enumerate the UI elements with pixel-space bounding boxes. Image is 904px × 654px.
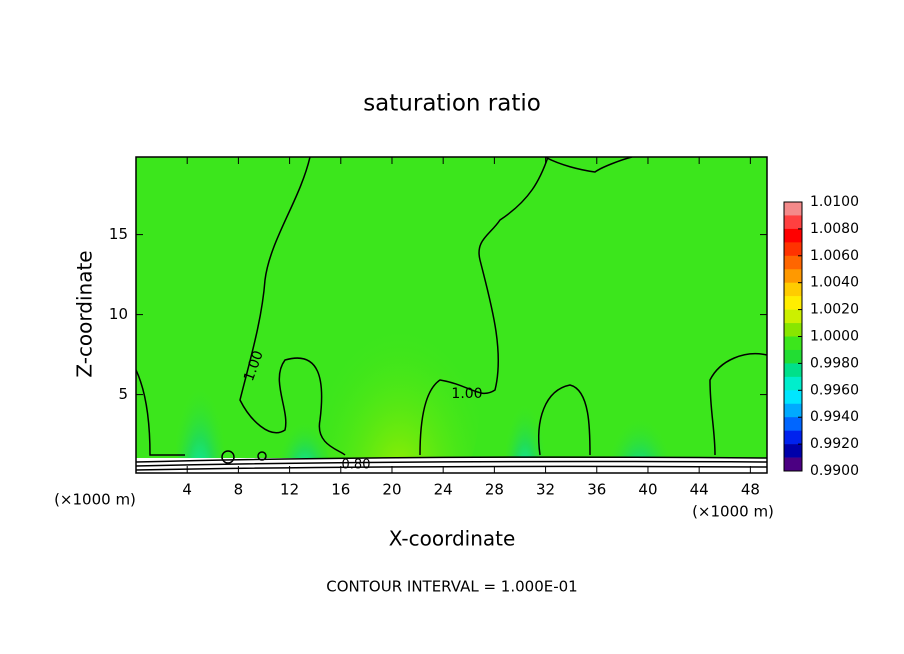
colorbar-label: 0.9960 [810, 382, 859, 398]
colorbar-label: 0.9940 [810, 409, 859, 425]
colorbar-band [784, 215, 802, 230]
contour-label: 1.00 [451, 386, 482, 402]
x-tick-label: 16 [331, 481, 350, 499]
colorbar-label: 1.0060 [810, 248, 859, 264]
colorbar-label: 0.9920 [810, 436, 859, 452]
contour-label: 0.80 [342, 458, 371, 473]
colorbar-label: 1.0020 [810, 302, 859, 318]
colorbar-band [784, 336, 802, 351]
colorbar-label: 0.9900 [810, 463, 859, 479]
x-tick-label: 24 [434, 481, 453, 499]
colorbar-band [784, 376, 802, 391]
x-tick-label: 12 [280, 481, 299, 499]
x-tick-label: 36 [587, 481, 606, 499]
colorbar-band [784, 228, 802, 243]
y-tick-label: 10 [109, 305, 128, 323]
colorbar-band [784, 457, 802, 472]
colorbar-band [784, 269, 802, 283]
colorbar-band [784, 390, 802, 405]
colorbar-band [784, 323, 802, 337]
colorbar-band [784, 309, 802, 324]
colorbar-band [784, 242, 802, 257]
colorbar-band [784, 430, 802, 445]
colorbar-band [784, 363, 802, 378]
colorbar-band [784, 403, 802, 418]
x-tick-label: 44 [690, 481, 709, 499]
colorbar-band [784, 444, 802, 458]
x-tick-label: 4 [182, 481, 192, 499]
colorbar-label: 1.0100 [810, 194, 859, 210]
x-unit-label: (×1000 m) [692, 503, 774, 521]
y-tick-label: 5 [118, 385, 128, 403]
x-tick-label: 48 [741, 481, 760, 499]
colorbar-label: 1.0000 [810, 329, 859, 345]
colorbar-band [784, 282, 802, 297]
colorbar-label: 1.0080 [810, 221, 859, 237]
chart-title: saturation ratio [363, 91, 541, 117]
x-tick-label: 28 [485, 481, 504, 499]
colorbar-label: 0.9980 [810, 355, 859, 371]
x-tick-label: 8 [234, 481, 244, 499]
y-axis-label: Z-coordinate [73, 250, 97, 377]
colorbar-band [784, 417, 802, 431]
x-tick-label: 40 [638, 481, 657, 499]
y-unit-label: (×1000 m) [54, 491, 136, 509]
y-tick-label: 15 [109, 225, 128, 243]
field [136, 157, 767, 473]
colorbar-band [784, 202, 802, 216]
x-tick-label: 20 [382, 481, 401, 499]
colorbar-band [784, 349, 802, 364]
x-tick-label: 32 [536, 481, 555, 499]
contour-interval-note: CONTOUR INTERVAL = 1.000E-01 [326, 578, 577, 596]
colorbar-band [784, 296, 802, 310]
colorbar-label: 1.0040 [810, 275, 859, 291]
x-axis-label: X-coordinate [389, 527, 516, 551]
colorbar-band [784, 255, 802, 270]
